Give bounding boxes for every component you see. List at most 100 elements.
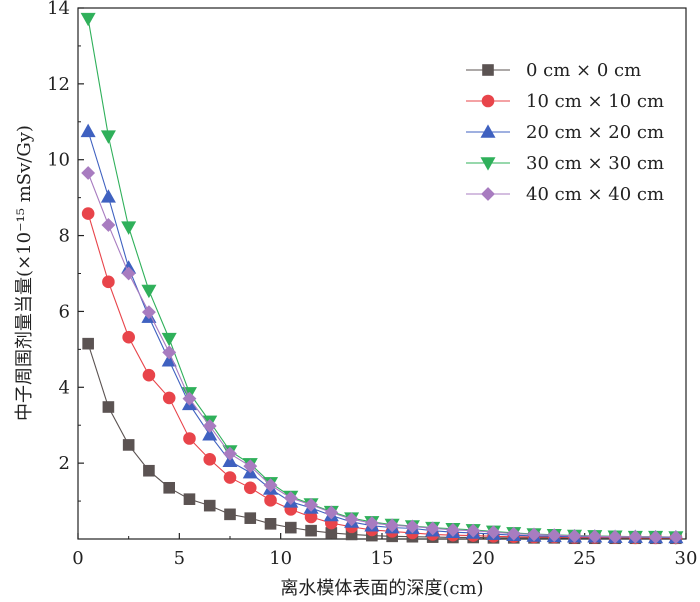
legend-marker — [482, 64, 494, 76]
data-point — [668, 530, 683, 545]
y-axis-title: 中子周围剂量当量(×10⁻¹⁵ mSv/Gy) — [14, 125, 35, 421]
legend-item: 40 cm × 40 cm — [466, 184, 664, 205]
data-point — [243, 481, 257, 495]
axes: 0 5 10 15 20 25 30 2 4 6 8 10 12 14 离水模体表面的深度(cm) 中子… — [14, 0, 697, 599]
data-point — [244, 512, 257, 524]
y-tick-label: 8 — [59, 226, 70, 247]
data-point — [80, 12, 96, 27]
legend-marker — [480, 157, 496, 171]
legend-label: 20 cm × 20 cm — [526, 122, 664, 143]
data-point — [486, 525, 501, 540]
series-line — [87, 172, 676, 538]
data-point — [284, 521, 297, 534]
data-point — [163, 481, 175, 494]
y-tick-label: 6 — [59, 301, 70, 322]
x-tick-label: 20 — [472, 548, 495, 569]
data-point — [608, 529, 622, 544]
data-point — [80, 123, 96, 138]
data-point — [141, 284, 157, 299]
y-tick-label: 14 — [47, 0, 70, 19]
data-point — [283, 491, 298, 505]
data-point — [405, 519, 420, 534]
data-point — [223, 446, 237, 461]
x-tick-label: 0 — [72, 548, 83, 569]
data-point — [143, 464, 155, 477]
data-point — [81, 207, 95, 220]
data-point — [305, 524, 317, 537]
x-tick-label: 25 — [573, 548, 596, 569]
y-tick-label: 12 — [47, 74, 70, 95]
data-point — [466, 523, 481, 538]
data-point — [142, 305, 156, 320]
data-point — [425, 521, 440, 536]
data-point — [264, 494, 277, 507]
data-point — [101, 218, 116, 232]
x-tick-label: 10 — [269, 548, 292, 569]
legend-item: 10 cm × 10 cm — [466, 91, 664, 112]
data-point — [100, 130, 116, 144]
legend-label: 10 cm × 10 cm — [526, 91, 664, 112]
y-tick-label: 4 — [59, 377, 70, 398]
legend-marker — [480, 124, 496, 138]
data-point — [264, 518, 277, 530]
data-point — [122, 330, 135, 344]
legend-label: 0 cm × 0 cm — [526, 60, 641, 81]
data-point — [648, 530, 663, 545]
data-point — [527, 527, 541, 542]
data-point — [183, 493, 196, 505]
legend: 0 cm × 0 cm 10 cm × 10 cm 20 cm × 20 cm 30 … — [466, 60, 664, 205]
data-point — [121, 221, 137, 235]
y-axis-ticks: 2 4 6 8 10 12 14 — [47, 0, 84, 502]
legend-marker — [481, 187, 495, 201]
plot-frame — [77, 7, 687, 540]
x-tick-label: 30 — [675, 548, 698, 569]
data-point — [82, 337, 94, 350]
data-point — [224, 508, 236, 521]
data-point — [344, 512, 359, 527]
data-point — [162, 391, 176, 405]
legend-item: 30 cm × 30 cm — [466, 153, 664, 174]
data-point — [182, 391, 197, 406]
data-point — [122, 439, 135, 451]
data-point — [161, 332, 177, 347]
data-point — [203, 499, 216, 512]
data-point — [304, 497, 318, 512]
data-point — [102, 401, 115, 413]
y-tick-label: 2 — [59, 453, 70, 474]
data-point — [385, 518, 400, 533]
data-point — [203, 453, 217, 466]
data-point — [364, 516, 379, 530]
series-4 — [81, 166, 683, 545]
data-point — [587, 529, 602, 544]
data-point — [567, 529, 582, 543]
data-point — [162, 345, 177, 360]
data-point — [324, 505, 339, 520]
data-point — [202, 427, 218, 441]
data-point — [446, 522, 460, 537]
legend-label: 40 cm × 40 cm — [526, 184, 664, 205]
data-point — [100, 189, 116, 203]
data-point — [628, 529, 643, 544]
data-point — [102, 275, 115, 289]
data-point — [202, 419, 217, 433]
data-point — [547, 528, 562, 543]
x-tick-label: 15 — [371, 548, 394, 569]
data-point — [183, 432, 196, 445]
legend-item: 0 cm × 0 cm — [466, 60, 641, 81]
series-line — [87, 343, 676, 539]
data-point — [121, 266, 136, 281]
data-point — [506, 526, 521, 541]
legend-item: 20 cm × 20 cm — [466, 122, 664, 143]
data-point — [263, 478, 278, 493]
series-group — [80, 12, 684, 545]
data-point — [223, 471, 237, 484]
data-point — [142, 368, 156, 382]
data-point — [243, 459, 258, 474]
legend-marker — [481, 94, 495, 108]
data-point — [81, 166, 96, 180]
x-axis-title: 离水模体表面的深度(cm) — [280, 578, 483, 599]
y-tick-label: 10 — [47, 150, 70, 171]
legend-label: 30 cm × 30 cm — [526, 153, 664, 174]
x-tick-label: 5 — [174, 548, 185, 569]
